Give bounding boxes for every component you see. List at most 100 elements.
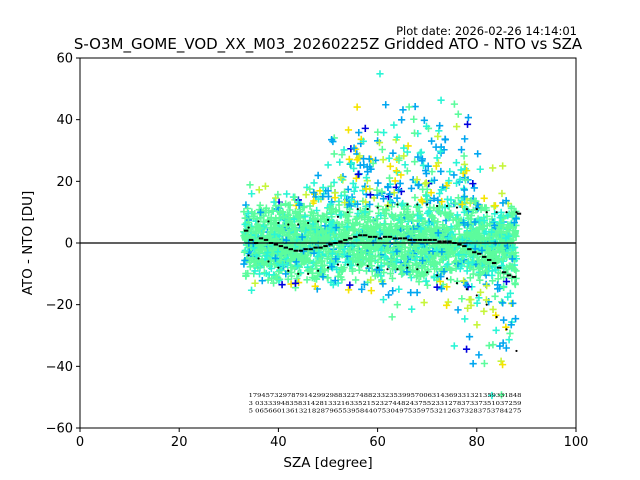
scatter-point	[282, 250, 290, 258]
std-dot	[445, 204, 449, 208]
scatter-point	[336, 158, 344, 166]
scatter-point	[418, 256, 427, 265]
std-dot	[326, 218, 330, 221]
scatter-point	[502, 344, 510, 352]
scatter-point	[351, 183, 360, 191]
y-tick-label: −60	[46, 422, 73, 437]
std-dot	[257, 257, 260, 260]
scatter-point	[460, 152, 468, 160]
scatter-point	[460, 277, 468, 285]
scatter-point	[480, 216, 488, 225]
x-tick-label: 20	[171, 435, 188, 450]
scatter-point	[504, 293, 512, 301]
std-dot	[386, 204, 389, 208]
scatter-point	[470, 184, 478, 192]
scatter-point	[450, 342, 458, 350]
scatter-point	[379, 296, 388, 304]
scatter-point	[324, 274, 332, 282]
scatter-point	[461, 315, 469, 323]
scatter-point	[310, 249, 318, 257]
scatter-point	[409, 249, 418, 258]
scatter-point	[423, 245, 431, 253]
scatter-point	[293, 236, 301, 244]
scatter-point	[439, 249, 447, 257]
scatter-point	[429, 247, 437, 255]
scatter-point	[318, 228, 326, 236]
scatter-point	[328, 263, 336, 271]
std-dot	[495, 211, 498, 214]
scatter-point	[455, 225, 463, 233]
plot-date: Plot date: 2026-02-26 14:14:01	[396, 24, 577, 38]
scatter-point	[477, 205, 485, 213]
scatter-point	[313, 252, 322, 261]
scatter-point	[419, 220, 427, 228]
scatter-point	[344, 257, 353, 265]
std-dot	[307, 272, 310, 275]
std-dot	[366, 207, 369, 211]
scatter-point	[404, 142, 412, 150]
scatter-point	[431, 217, 439, 225]
scatter-point	[344, 219, 352, 227]
scatter-point	[247, 286, 256, 294]
scatter-point	[398, 201, 406, 209]
scatter-point	[350, 187, 358, 195]
y-axis: −60 −40 −20 0 20 40 60	[46, 52, 80, 437]
scatter-point	[264, 248, 272, 257]
scatter-point	[441, 135, 449, 143]
scatter-point	[360, 280, 368, 288]
scatter-point	[305, 257, 313, 265]
scatter-point	[491, 202, 499, 210]
scatter-point	[495, 256, 503, 264]
scatter-point	[413, 176, 421, 184]
scatter-point	[252, 261, 260, 269]
scatter-point	[438, 197, 446, 206]
scatter-point	[462, 205, 470, 213]
scatter-point	[353, 156, 361, 164]
scatter-point	[483, 282, 491, 290]
scatter-point	[291, 279, 300, 287]
scatter-point	[373, 186, 381, 194]
scatter-point	[295, 211, 303, 219]
std-dot	[455, 281, 459, 285]
scatter-point	[412, 242, 420, 250]
std-dot	[505, 211, 508, 214]
scatter-point	[466, 274, 474, 282]
std-dot	[247, 226, 250, 229]
scatter-point	[327, 278, 335, 287]
std-dot	[316, 269, 320, 272]
scatter-point	[386, 162, 394, 170]
scatter-point	[485, 341, 493, 350]
std-dot	[436, 204, 439, 208]
scatter-point	[383, 240, 391, 248]
scatter-point	[407, 184, 416, 193]
scatter-point	[312, 259, 321, 267]
scatter-point	[310, 233, 318, 241]
y-tick-label: 40	[56, 113, 73, 128]
scatter-points	[240, 70, 520, 400]
scatter-point	[375, 138, 384, 147]
std-dot	[396, 203, 399, 206]
scatter-point	[435, 189, 444, 198]
scatter-point	[385, 224, 393, 232]
scatter-point	[252, 229, 260, 237]
scatter-point	[367, 276, 375, 284]
scatter-point	[272, 216, 280, 224]
scatter-point	[452, 215, 461, 224]
scatter-point	[318, 262, 326, 270]
scatter-point	[320, 266, 328, 275]
scatter-point	[377, 261, 386, 270]
scatter-point	[275, 268, 283, 276]
scatter-point	[478, 225, 486, 233]
scatter-point	[463, 229, 471, 237]
scatter-point	[347, 160, 355, 168]
scatter-point	[322, 227, 330, 235]
scatter-point	[384, 183, 392, 192]
scatter-point	[362, 243, 370, 251]
scatter-point	[256, 201, 264, 209]
scatter-point	[416, 232, 424, 240]
std-dot	[356, 207, 359, 211]
scatter-point	[499, 255, 507, 263]
std-dot	[445, 277, 449, 280]
scatter-point	[324, 226, 332, 234]
